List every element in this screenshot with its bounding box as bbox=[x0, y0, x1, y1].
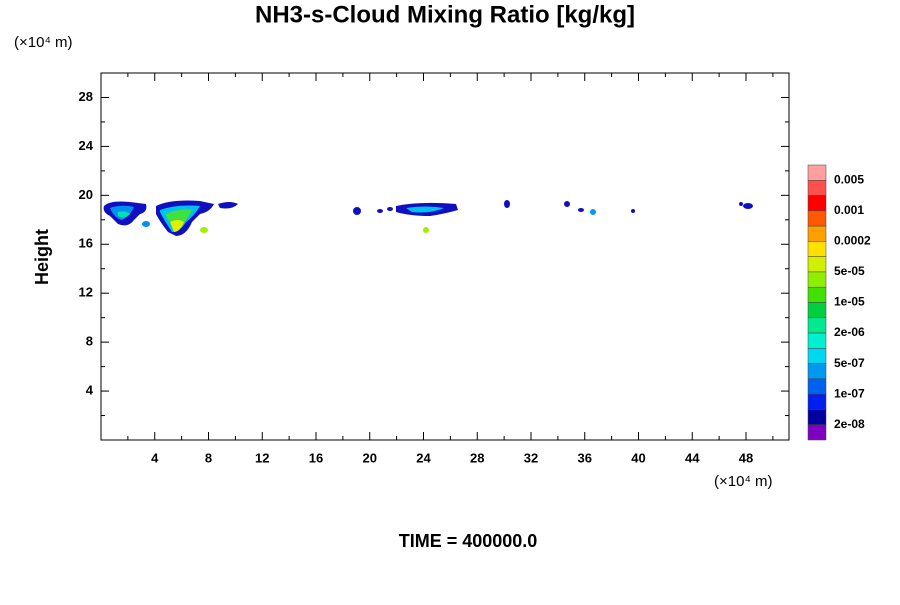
x-tick-label: 24 bbox=[416, 450, 431, 465]
colorbar-label: 0.001 bbox=[834, 203, 864, 217]
cloud-field bbox=[103, 200, 753, 236]
colorbar-swatch bbox=[807, 393, 827, 410]
colorbar-swatch bbox=[807, 409, 827, 425]
x-tick-label: 32 bbox=[524, 450, 538, 465]
colorbar-label: 5e-07 bbox=[834, 356, 865, 370]
x-tick-label: 16 bbox=[309, 450, 323, 465]
colorbar-swatch bbox=[807, 286, 827, 303]
x-tick-label: 20 bbox=[363, 450, 377, 465]
x-tick-label: 44 bbox=[685, 450, 700, 465]
y-tick-label: 8 bbox=[86, 334, 93, 349]
colorbar-label: 2e-06 bbox=[834, 325, 865, 339]
colorbar-swatch bbox=[807, 378, 827, 395]
colorbar-swatch bbox=[807, 225, 827, 242]
colorbar-label: 1e-07 bbox=[834, 386, 865, 400]
colorbar-label: 1e-05 bbox=[834, 295, 865, 309]
colorbar-swatch bbox=[807, 348, 827, 364]
x-tick-label: 4 bbox=[151, 450, 159, 465]
colorbar-swatch bbox=[807, 317, 827, 334]
colorbar-label: 0.005 bbox=[834, 172, 864, 186]
y-tick-label: 12 bbox=[79, 285, 93, 300]
colorbar-swatch bbox=[807, 195, 827, 212]
x-tick-label: 36 bbox=[578, 450, 592, 465]
chart-title: NH3-s-Cloud Mixing Ratio [kg/kg] bbox=[255, 1, 635, 28]
footer-time: TIME = 400000.0 bbox=[399, 531, 538, 551]
colorbar-swatch bbox=[807, 363, 827, 380]
y-tick-label: 16 bbox=[79, 236, 93, 251]
colorbar-label: 0.0002 bbox=[834, 234, 871, 248]
colorbar-swatch bbox=[807, 256, 827, 273]
x-tick-label: 28 bbox=[470, 450, 484, 465]
colorbar-swatch bbox=[807, 302, 827, 319]
x-tick-label: 48 bbox=[739, 450, 753, 465]
x-tick-label: 12 bbox=[255, 450, 269, 465]
x-tick-label: 8 bbox=[205, 450, 212, 465]
colorbar-label: 2e-08 bbox=[834, 417, 865, 431]
y-axis-label: Height bbox=[32, 229, 52, 285]
y-tick-label: 20 bbox=[79, 187, 93, 202]
colorbar-swatch bbox=[807, 180, 827, 196]
x-unit-label: (×10⁴ m) bbox=[714, 473, 773, 490]
colorbar-swatch bbox=[807, 271, 827, 288]
colorbar-label: 5e-05 bbox=[834, 264, 865, 278]
y-unit-label: (×10⁴ m) bbox=[14, 34, 73, 51]
plot-frame bbox=[100, 72, 790, 441]
colorbar-swatch bbox=[807, 164, 827, 181]
colorbar-swatch bbox=[807, 210, 827, 227]
x-tick-label: 40 bbox=[631, 450, 645, 465]
y-tick-label: 24 bbox=[79, 138, 94, 153]
colorbar-swatch bbox=[807, 332, 827, 349]
colorbar-swatch bbox=[807, 424, 827, 441]
colorbar-swatch bbox=[807, 241, 827, 257]
y-tick-label: 4 bbox=[86, 383, 94, 398]
y-tick-label: 28 bbox=[79, 89, 93, 104]
